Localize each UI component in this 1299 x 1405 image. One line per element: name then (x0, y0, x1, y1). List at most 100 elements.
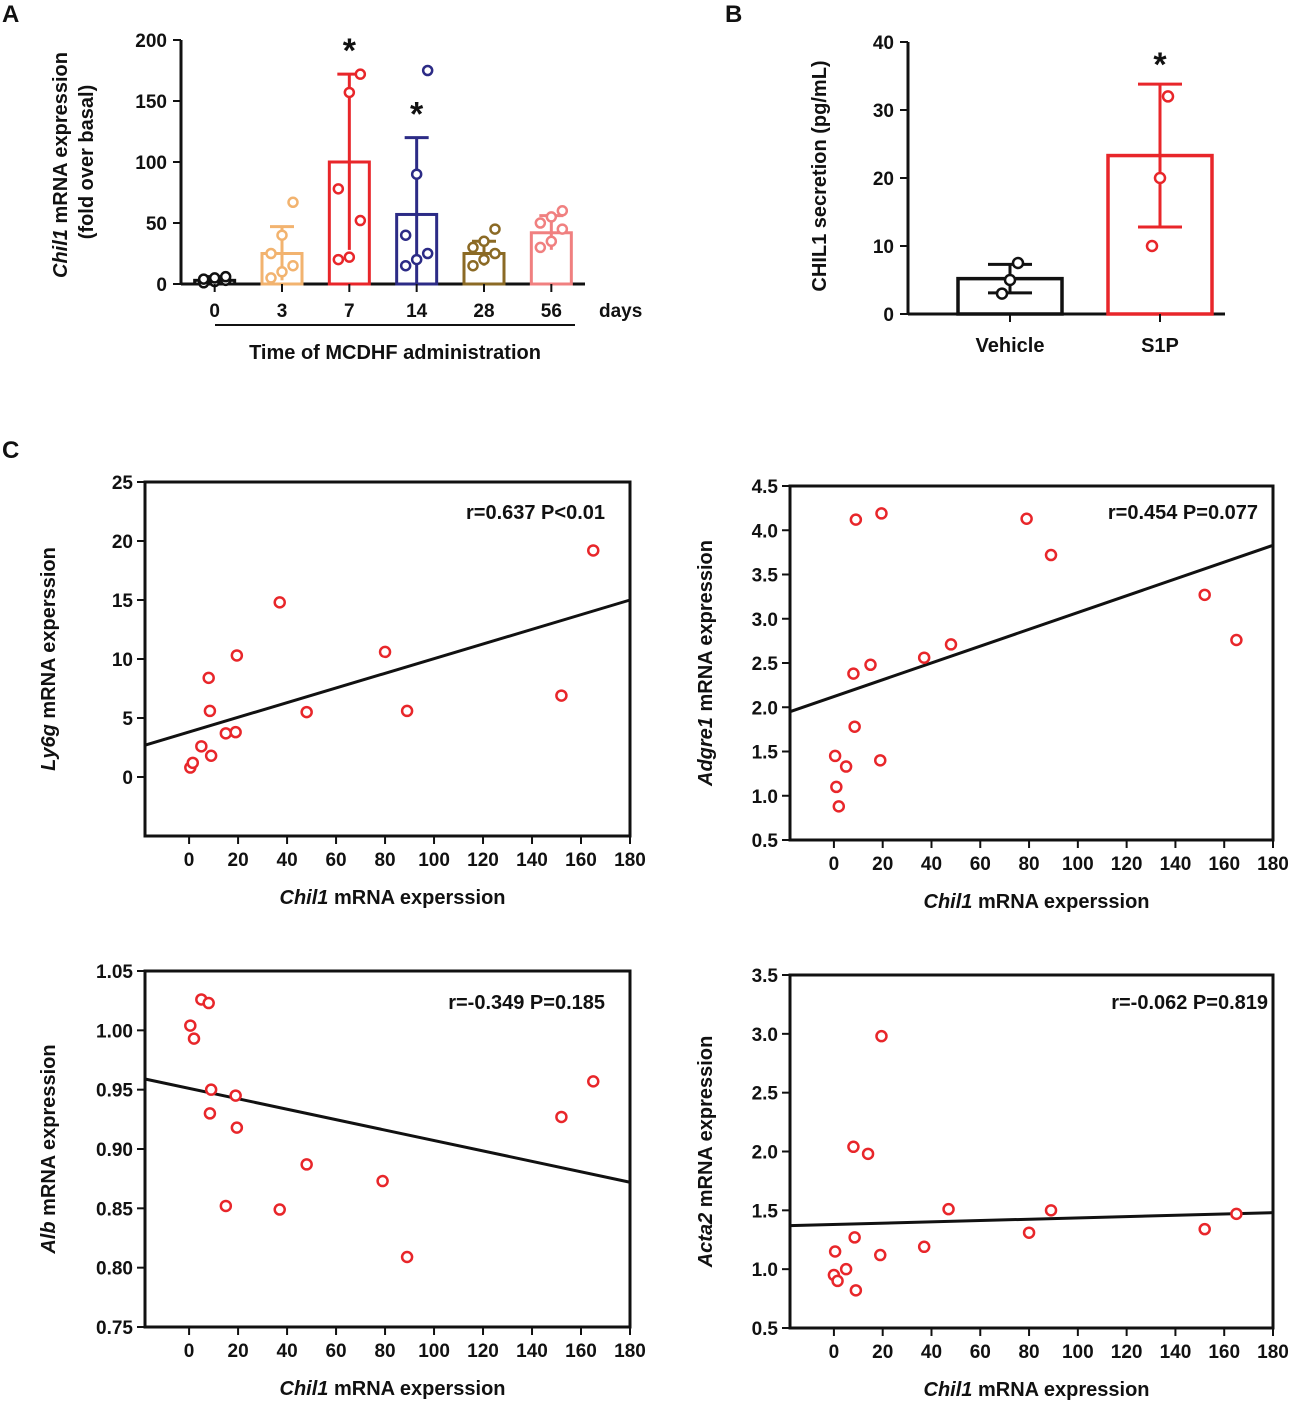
data-point (874, 754, 887, 767)
data-point (287, 196, 299, 209)
y-tick-label: 1.00 (96, 1021, 133, 1042)
data-point (1020, 512, 1033, 525)
data-point (944, 638, 958, 651)
significance-star: * (410, 96, 424, 134)
data-point (830, 780, 843, 794)
data-point (332, 183, 345, 195)
plot-frame (788, 484, 1275, 842)
data-point (202, 996, 215, 1010)
x-tick-label: 80 (1018, 1342, 1039, 1363)
data-point (219, 270, 232, 283)
data-point (995, 287, 1009, 300)
x-tick-label: 60 (970, 854, 991, 875)
data-point (203, 1107, 217, 1120)
x-axis-title: Chil1 mRNA experssion (280, 1378, 506, 1400)
y-axis-title: Chil1 mRNA expression (50, 52, 72, 278)
x-tick-label: 7 (344, 301, 355, 322)
x-tick-label: 100 (1062, 854, 1094, 875)
data-point (874, 1248, 887, 1262)
data-point (410, 253, 423, 266)
regression-line (144, 598, 631, 747)
x-tick-label: Vehicle (976, 335, 1045, 357)
data-point (219, 727, 233, 740)
panel-c-alb-scatter: 0.75 0.80 0.85 0.90 0.95 1.00 1.05 0 20 40 60 80 100… (38, 962, 646, 1400)
y-tick-label: 3.5 (752, 566, 779, 587)
data-point (184, 1019, 197, 1032)
data-point (839, 1262, 853, 1276)
data-point (230, 649, 244, 662)
x-tick-label: 160 (565, 1341, 597, 1362)
data-point (1230, 1207, 1243, 1221)
data-point (410, 168, 423, 180)
y-tick-label: 3.5 (752, 966, 779, 987)
regression-line (789, 543, 1274, 714)
correlation-stats: r=0.637 P<0.01 (466, 502, 605, 524)
x-tick-label: 180 (614, 850, 646, 871)
data-point (534, 241, 547, 254)
y-tick-label: 4.0 (752, 521, 778, 542)
data-point (864, 658, 877, 672)
data-point (376, 1174, 389, 1188)
correlation-stats: r=-0.349 P=0.185 (448, 992, 605, 1014)
x-tick-label: 120 (467, 850, 499, 871)
y-tick-label: 1.05 (96, 962, 133, 983)
y-tick-label: 4.5 (752, 477, 779, 498)
x-tick-label: 140 (516, 1341, 548, 1362)
x-tick-label: 100 (418, 850, 450, 871)
x-tick-label: 0 (209, 301, 220, 322)
y-axis-title: Acta2 mRNA expression (695, 1036, 717, 1269)
data-point (378, 645, 392, 659)
x-tick-label: 140 (1160, 854, 1192, 875)
x-tick-label: 80 (374, 850, 395, 871)
y-tick-label: 0.90 (96, 1140, 133, 1161)
x-tick-label: 40 (921, 854, 942, 875)
panel-label-b: B (725, 1, 742, 28)
x-tick-label: 56 (541, 301, 562, 322)
y-tick-label: 1.0 (752, 787, 778, 808)
data-point (534, 217, 547, 229)
x-tick-label: 140 (1160, 1342, 1192, 1363)
correlation-stats: r=-0.062 P=0.819 (1111, 992, 1268, 1014)
x-tick-label: 0 (184, 1341, 195, 1362)
data-point (1230, 633, 1243, 647)
x-unit-label: days (599, 301, 642, 322)
x-tick-label: 180 (1257, 854, 1289, 875)
data-point (354, 214, 367, 227)
y-tick-label: 1.0 (752, 1260, 778, 1281)
data-point (555, 689, 568, 702)
data-point (848, 720, 861, 733)
x-tick-label: 160 (565, 850, 597, 871)
x-tick-label: 14 (406, 301, 428, 322)
y-tick-label: 5 (122, 709, 133, 730)
x-tick-label: 0 (184, 850, 195, 871)
y-axis-title: CHIL1 secretion (pg/mL) (809, 60, 831, 291)
x-tick-label: 60 (325, 1341, 346, 1362)
regression-line (144, 1077, 631, 1184)
y-tick-label: 100 (135, 153, 167, 174)
x-tick-label: 40 (277, 850, 298, 871)
x-tick-label: 160 (1208, 1342, 1240, 1363)
data-point (1011, 256, 1025, 270)
data-point (421, 64, 434, 77)
data-point (942, 1202, 955, 1216)
y-tick-label: 2.0 (752, 698, 778, 719)
data-point (489, 223, 501, 235)
x-tick-label: 100 (418, 1341, 450, 1362)
x-tick-label: 140 (516, 850, 548, 871)
data-point (202, 671, 215, 685)
data-point (300, 1158, 313, 1171)
significance-star: * (343, 32, 357, 70)
data-point (839, 760, 853, 773)
y-axis-title: Ly6g mRNA experssion (38, 547, 60, 771)
x-axis-title: Chil1 mRNA experssion (280, 887, 506, 909)
data-point (1198, 1222, 1211, 1236)
data-point (287, 259, 299, 272)
data-point (343, 86, 356, 99)
data-point (545, 211, 558, 223)
y-tick-label: 0.5 (752, 1319, 779, 1340)
data-point (203, 704, 217, 718)
data-point (555, 1110, 568, 1124)
y-tick-label: 0.85 (96, 1199, 133, 1220)
plot-frame (143, 480, 632, 838)
